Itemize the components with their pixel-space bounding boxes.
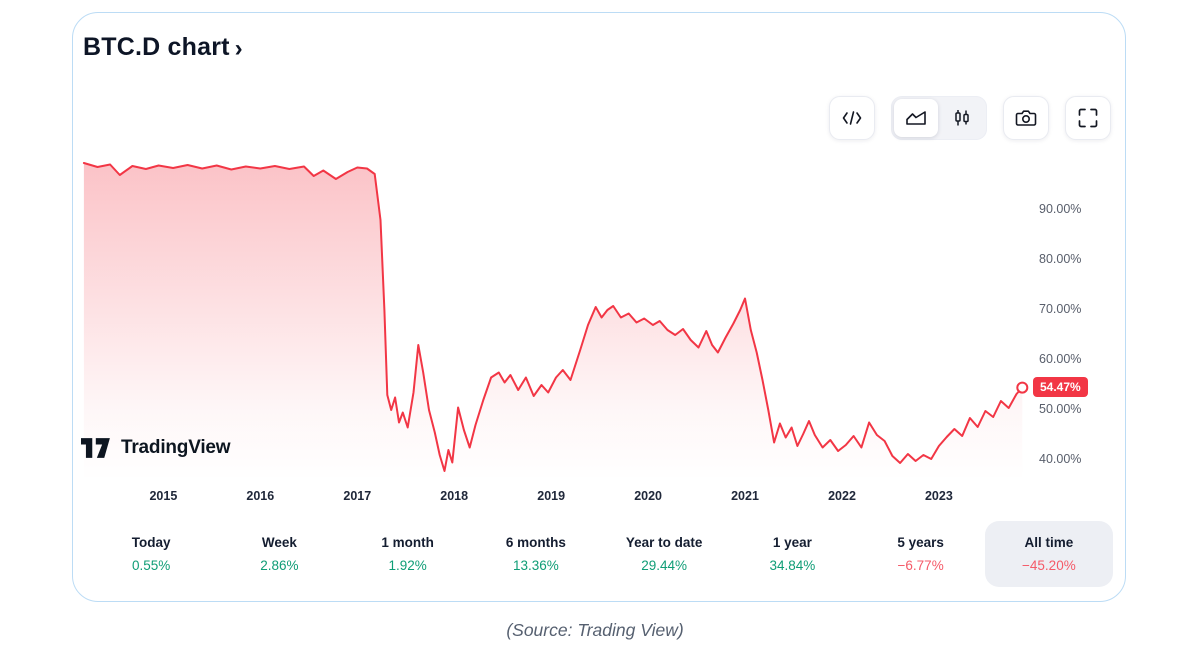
x-axis-label: 2016 [246,489,275,503]
x-axis-label: 2020 [634,489,662,503]
range-tab-all-time[interactable]: All time −45.20% [984,521,1113,587]
snapshot-camera-button[interactable] [1003,96,1049,140]
range-tab-change-value: 34.84% [769,558,816,573]
x-axis-label: 2015 [149,489,178,503]
candlestick-chart-type-button[interactable] [940,99,984,137]
last-point-marker [1016,381,1029,394]
range-tab-6-months[interactable]: 6 months 13.36% [472,521,600,587]
range-tab-change-value: 0.55% [131,558,171,573]
range-tab-label: Year to date [625,535,703,550]
chart-type-switcher [891,96,987,140]
y-axis-label: 70.00% [1039,302,1082,316]
range-tab-year-to-date[interactable]: Year to date 29.44% [600,521,728,587]
source-caption: (Source: Trading View) [506,620,684,640]
tradingview-attribution[interactable]: TradingView [81,437,231,459]
y-axis: 90.00% 80.00% 70.00% 60.00% 50.00% 40.00% [1039,151,1119,481]
camera-icon [1015,110,1037,126]
area-fill [83,163,1023,481]
range-tab-label: 1 year [772,535,812,550]
range-tab-label: 1 month [381,535,434,550]
range-tab-today[interactable]: Today 0.55% [87,521,215,587]
x-axis: 2015 2016 2017 2018 2019 2020 2021 2022 2023 [81,483,1031,509]
range-tab-change-value: 13.36% [512,558,559,573]
area-chart-icon [906,111,926,125]
range-tab-label: Today [131,535,171,550]
code-icon [842,111,862,125]
range-tab-label: Week [261,535,297,550]
x-axis-label: 2021 [731,489,759,503]
chart-toolbar [829,96,1111,140]
candlestick-icon [955,110,969,126]
range-tab-change-value: 29.44% [641,558,688,573]
range-tab-5-years[interactable]: 5 years −6.77% [857,521,985,587]
y-axis-label: 90.00% [1039,202,1082,216]
tradingview-logo-text: TradingView [121,437,231,458]
range-tab-1-month[interactable]: 1 month 1.92% [344,521,472,587]
dominance-area-chart[interactable] [81,151,1031,481]
code-embed-button[interactable] [829,96,875,140]
y-axis-label: 40.00% [1039,452,1082,466]
fullscreen-button[interactable] [1065,96,1111,140]
x-axis-label: 2022 [828,489,856,503]
x-axis-label: 2018 [440,489,469,503]
range-tab-label: 5 years [897,535,944,550]
chevron-right-icon: › [234,34,243,62]
range-tab-1-year[interactable]: 1 year 34.84% [728,521,856,587]
range-tabs: Today 0.55% Week 2.86% 1 month 1.92% 6 months 1… [87,521,1113,587]
x-axis-label: 2023 [924,489,953,503]
range-tab-change-value: 1.92% [388,558,427,573]
chart-area: 90.00% 80.00% 70.00% 60.00% 50.00% 40.00% 201… [81,151,1121,517]
y-axis-label: 50.00% [1039,402,1082,416]
fullscreen-icon [1078,108,1098,128]
range-tab-change-value: −6.77% [897,558,944,573]
area-chart-type-button[interactable] [894,99,938,137]
range-tab-change-value: 2.86% [260,558,299,573]
price-line [82,162,1024,472]
range-tab-label: 6 months [505,535,566,550]
last-price-badge: 54.47% [1033,376,1088,397]
y-axis-label: 80.00% [1039,252,1082,266]
x-axis-label: 2017 [343,489,372,503]
range-tab-label: All time [1024,535,1074,550]
tradingview-logo-icon [81,438,112,458]
chart-title[interactable]: BTC.D chart › [83,33,243,62]
range-tab-week[interactable]: Week 2.86% [215,521,343,587]
x-axis-label: 2019 [537,489,566,503]
y-axis-label: 60.00% [1039,352,1082,366]
chart-title-text: BTC.D chart [83,33,230,61]
chart-widget-card: BTC.D chart › [72,12,1126,602]
range-tab-change-value: −45.20% [1022,558,1076,573]
